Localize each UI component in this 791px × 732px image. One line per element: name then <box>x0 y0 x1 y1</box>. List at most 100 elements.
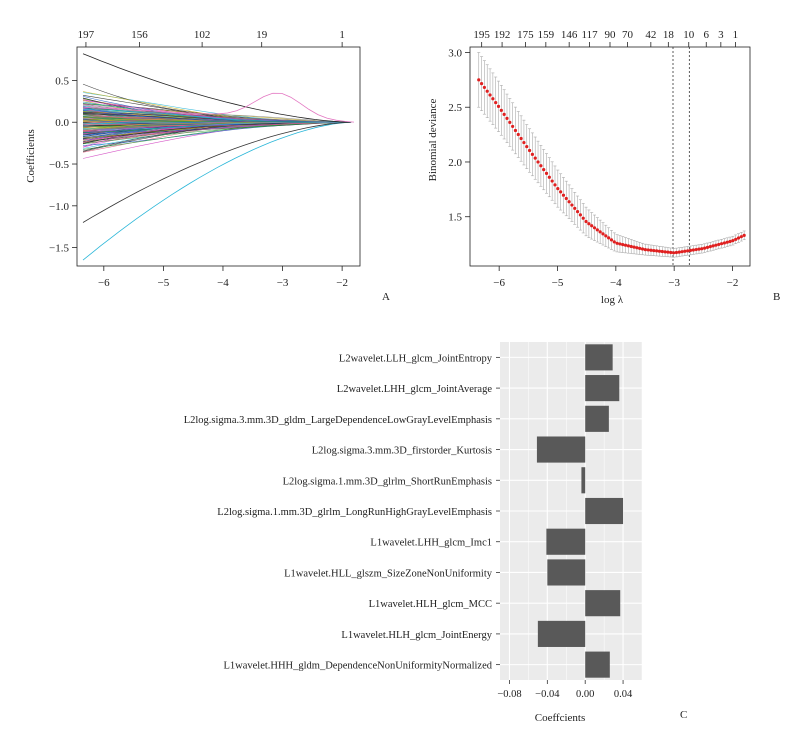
panel-b-point <box>573 206 577 210</box>
panel-b-point <box>590 224 594 228</box>
panel-b-point <box>734 237 738 241</box>
panel-a-y-axis: −1.5 −1.0 −0.5 0.0 0.5 <box>49 75 77 255</box>
panel-b-point <box>533 156 537 160</box>
panel-a-top-axis: 197 156 102 19 1 <box>78 29 345 47</box>
panel-b-y-tick-label: 2.0 <box>448 157 462 169</box>
panel-b-point <box>725 240 729 244</box>
panel-b-point <box>652 248 656 253</box>
panel-c-category-labels: L2wavelet.LLH_glcm_JointEntropy L2wavelet… <box>184 353 500 672</box>
panel-b-point <box>482 85 486 90</box>
panel-b-y-tick-label: 1.5 <box>448 212 462 224</box>
panel-c-category-label: L2log.sigma.3.mm.3D_gldm_LargeDependence… <box>184 415 492 426</box>
panel-c-bar <box>585 375 620 402</box>
panel-b-point <box>604 234 608 238</box>
panel-b-point <box>550 179 554 183</box>
panel-b-point <box>618 242 622 246</box>
panel-a-x-tick-label: −6 <box>98 277 110 289</box>
panel-b-point <box>719 242 724 246</box>
panel-b-top-tick-label: 10 <box>683 29 695 41</box>
panel-a-y-axis-label: Coefficients <box>25 129 37 183</box>
panel-a-label: A <box>382 291 390 303</box>
panel-a-highlight-path <box>82 121 352 223</box>
panel-b-point <box>657 249 662 253</box>
panel-b-point <box>561 193 566 197</box>
panel-b-top-tick-label: 42 <box>645 29 656 41</box>
panel-b-lambda-reference-lines <box>672 47 690 266</box>
panel-b-point <box>536 160 540 164</box>
panel-a-path-line <box>82 104 352 123</box>
panel-b-point <box>663 250 667 254</box>
panel-b-point <box>643 248 647 252</box>
panel-c-label: C <box>680 709 687 721</box>
panel-b-point <box>516 132 520 137</box>
panel-b-point <box>686 249 690 253</box>
panel-b-point <box>629 244 633 249</box>
panel-c-category-label: L1wavelet.HHH_gldm_DependenceNonUniformi… <box>223 661 492 672</box>
panel-b-point <box>530 152 534 156</box>
panel-a-highlight-path <box>82 121 352 261</box>
panel-b-point <box>519 136 523 141</box>
panel-c-selected-feature-coefficients: L2wavelet.LLH_glcm_JointEntropy L2wavelet… <box>184 342 687 724</box>
panel-b-point <box>694 247 698 252</box>
panel-b-point <box>660 249 664 254</box>
panel-b-point <box>488 93 492 97</box>
panel-a-coefficient-paths <box>82 53 355 261</box>
panel-b-point <box>564 196 568 201</box>
panel-c-x-tick-label: 0.00 <box>576 689 594 700</box>
panel-a-plot-frame <box>76 46 361 267</box>
panel-a-y-tick-label: −0.5 <box>49 159 69 171</box>
panel-c-bar <box>585 405 609 432</box>
panel-b-point <box>595 228 599 232</box>
panel-c-x-axis: −0.08 −0.04 0.00 0.04 <box>497 680 633 700</box>
panel-b-point <box>544 171 549 176</box>
panel-b-point <box>479 82 484 86</box>
panel-c-bar <box>581 467 586 494</box>
panel-b-point <box>655 249 659 253</box>
panel-b-top-tick-label: 90 <box>605 29 617 41</box>
panel-a-path-line <box>82 121 352 132</box>
panel-b-x-tick-label: −6 <box>493 277 505 289</box>
panel-b-top-tick-label: 117 <box>582 29 599 41</box>
panel-c-x-tick-label: 0.04 <box>614 689 633 700</box>
panel-a-top-tick-label: 197 <box>78 29 95 41</box>
panel-a-highlight-path <box>82 92 355 123</box>
panel-b-top-tick-label: 192 <box>494 29 511 41</box>
panel-b-top-tick-label: 175 <box>517 29 534 41</box>
panel-c-x-tick-label: −0.04 <box>535 689 560 700</box>
panel-a-x-tick-label: −5 <box>158 277 170 289</box>
panel-b-top-tick-label: 18 <box>663 29 675 41</box>
panel-b-top-tick-label: 70 <box>622 29 634 41</box>
panel-c-category-label: L2wavelet.LHH_glcm_JointAverage <box>337 384 493 395</box>
panel-c-category-label: L1wavelet.HLL_glszm_SizeZoneNonUniformit… <box>284 568 493 579</box>
panel-c-category-label: L1wavelet.HLH_glcm_JointEnergy <box>341 630 492 641</box>
panel-b-x-tick-label: −2 <box>727 277 739 289</box>
panel-c-category-label: L2log.sigma.3.mm.3D_firstorder_Kurtosis <box>312 446 492 457</box>
panel-b-point <box>742 233 746 237</box>
panel-b-top-tick-label: 3 <box>718 29 724 41</box>
panel-b-point <box>711 244 715 248</box>
panel-b-label: B <box>773 291 780 303</box>
panel-b-point <box>626 244 630 248</box>
panel-b-top-tick-label: 195 <box>473 29 490 41</box>
panel-b-point <box>697 247 701 251</box>
panel-b-point <box>700 247 704 251</box>
panel-b-point <box>666 250 670 254</box>
panel-b-point <box>688 248 693 253</box>
panel-c-x-tick-label: −0.08 <box>497 689 521 700</box>
panel-c-category-label: L1wavelet.HLH_glcm_MCC <box>369 599 492 610</box>
panel-b-point <box>527 148 532 153</box>
panel-b-point <box>728 239 732 244</box>
panel-b-point <box>499 108 503 112</box>
panel-b-top-tick-label: 1 <box>733 29 739 41</box>
panel-b-point <box>575 210 580 214</box>
panel-c-x-axis-label: Coeffcients <box>535 712 586 724</box>
panel-b-point <box>680 250 684 254</box>
panel-a-top-tick-label: 102 <box>194 29 211 41</box>
panel-b-point <box>496 104 501 108</box>
panel-b-point <box>731 239 735 243</box>
panel-c-bar <box>585 344 613 371</box>
panel-a-top-tick-label: 19 <box>256 29 268 41</box>
panel-b-point <box>513 128 518 133</box>
panel-b-point <box>477 78 481 82</box>
